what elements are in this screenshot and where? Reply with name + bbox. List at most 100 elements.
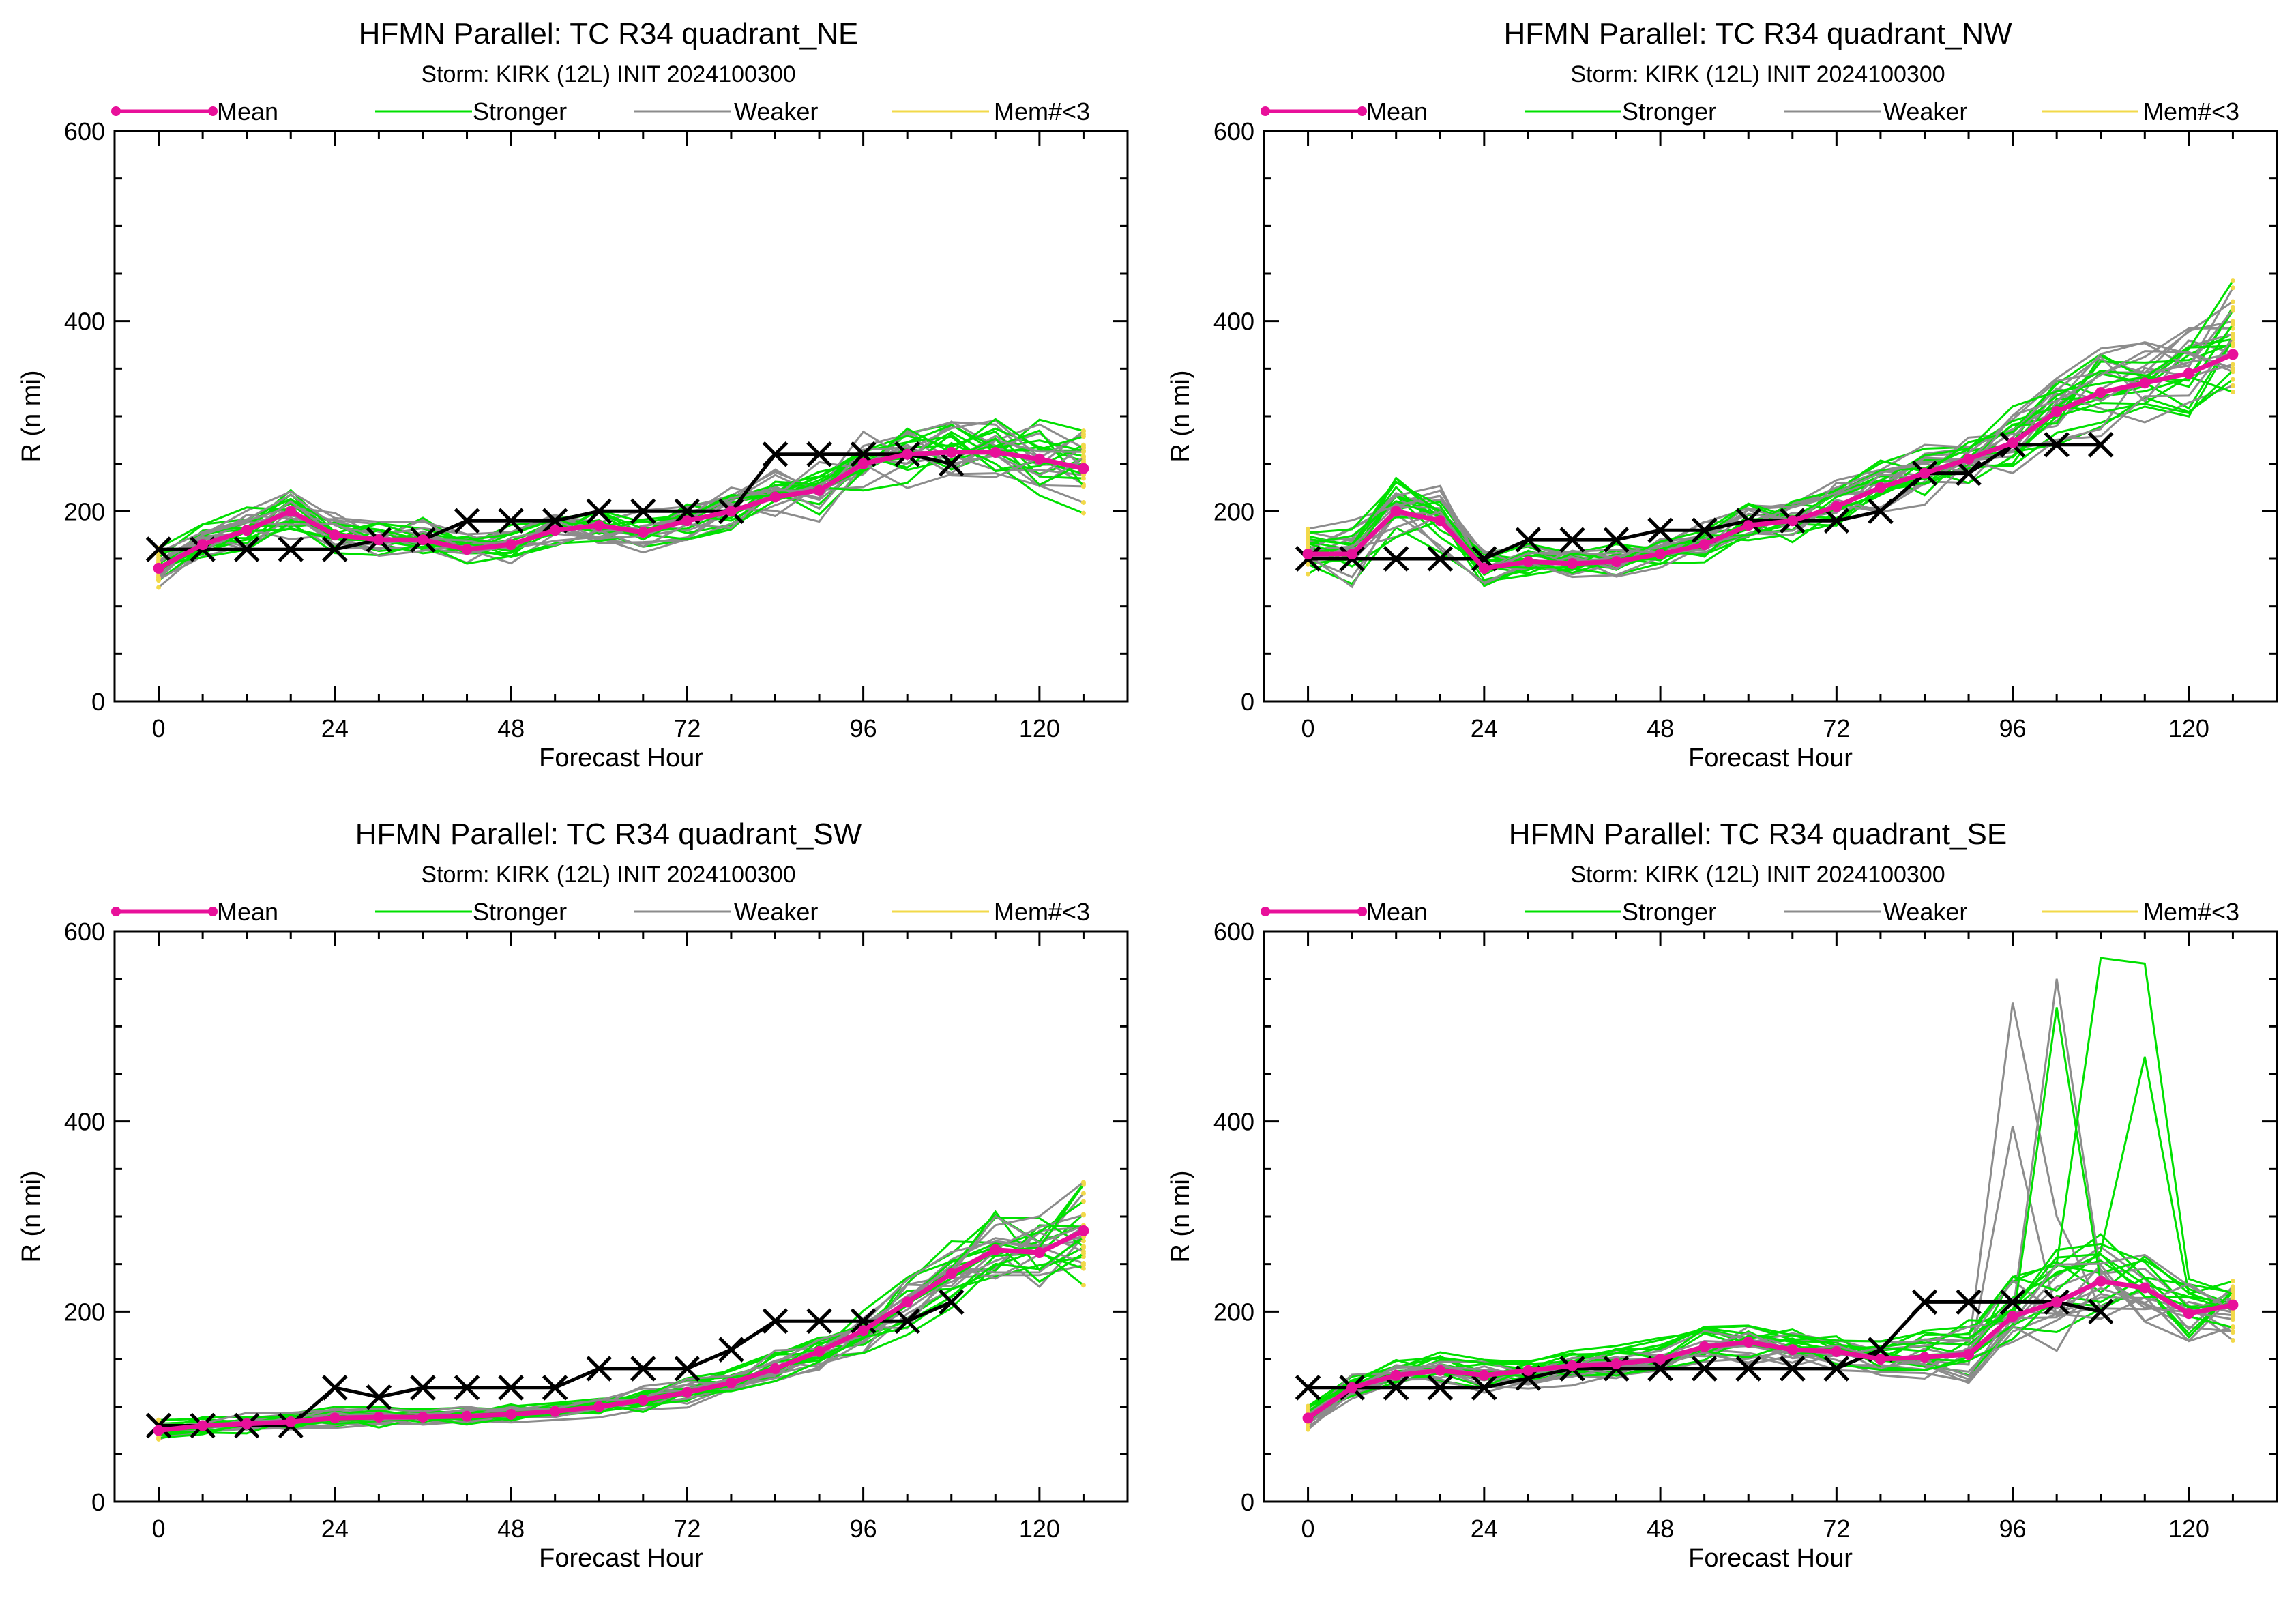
- mean-point: [2139, 1282, 2151, 1294]
- legend-label-mean: Mean: [1366, 98, 1428, 126]
- legend: Mean Stronger Weaker Mem#<3: [1261, 98, 2239, 126]
- x-tick-label: 96: [1999, 1515, 2027, 1543]
- y-tick-label: 0: [1241, 688, 1254, 716]
- y-tick-label: 400: [64, 1108, 105, 1136]
- x-tick-label: 96: [1999, 714, 2027, 742]
- legend-label-mean: Mean: [217, 898, 278, 926]
- observed-marker: [762, 441, 789, 467]
- panel-subtitle: Storm: KIRK (12L) INIT 2024100300: [1570, 862, 1945, 888]
- panel-title: HFMN Parallel: TC R34 quadrant_NE: [359, 17, 859, 50]
- mean-point: [2051, 1296, 2063, 1308]
- y-tick-label: 600: [64, 918, 105, 946]
- member-startpoint-dot: [1306, 536, 1311, 542]
- ensemble-line-stronger: [1308, 323, 2234, 569]
- mean-point: [1346, 549, 1358, 560]
- member-endpoint-dot: [2230, 366, 2235, 371]
- legend-label-stronger: Stronger: [473, 898, 567, 926]
- mean-point: [549, 525, 561, 536]
- ensemble-line-weaker: [1307, 338, 2234, 589]
- observed-marker: [1956, 460, 1982, 486]
- x-tick-label: 96: [850, 714, 877, 742]
- mean-point: [153, 1425, 164, 1436]
- ensemble-line-weaker: [158, 1235, 1084, 1427]
- mean-point: [1698, 539, 1710, 551]
- plot-frame: [1263, 930, 2278, 1503]
- ensemble-line-stronger: [1307, 1259, 2233, 1412]
- observed-marker: [1427, 546, 1454, 572]
- panel-subtitle: Storm: KIRK (12L) INIT 2024100300: [1570, 61, 1945, 87]
- panel-title: HFMN Parallel: TC R34 quadrant_NW: [1504, 17, 2012, 50]
- mean-point: [1786, 1344, 1798, 1356]
- plot-content: [145, 1180, 1089, 1442]
- ensemble-line-stronger: [1307, 378, 2234, 587]
- mean-point: [1302, 1412, 1314, 1424]
- mean-point: [2051, 406, 2063, 418]
- mean-point: [1434, 515, 1446, 527]
- legend-label-weaker: Weaker: [1883, 898, 1967, 926]
- y-axis-label: R (n mi): [1166, 1170, 1195, 1262]
- legend: Mean Stronger Weaker Mem#<3: [111, 98, 1090, 126]
- plot-content: [145, 418, 1089, 590]
- observed-marker: [1735, 1356, 1761, 1382]
- member-startpoint-dot: [156, 585, 162, 590]
- observed-marker: [674, 1356, 701, 1382]
- member-endpoint-dot: [1080, 1251, 1086, 1256]
- observed-marker: [278, 536, 304, 562]
- member-startpoint-dot: [1306, 571, 1311, 577]
- mean-point: [329, 1412, 340, 1424]
- observed-marker: [1999, 1289, 2026, 1315]
- x-tick-label: 48: [497, 714, 525, 742]
- y-tick-label: 0: [91, 1488, 105, 1516]
- mean-point: [945, 446, 957, 458]
- y-axis-label: R (n mi): [17, 370, 46, 462]
- member-startpoint-dot: [1306, 526, 1311, 531]
- x-tick-label: 120: [2168, 1515, 2209, 1543]
- mean-point: [1786, 515, 1798, 527]
- y-tick-label: 400: [1213, 1108, 1254, 1136]
- mean-point: [2139, 377, 2151, 389]
- mean-point: [902, 1296, 913, 1308]
- mean-point: [593, 520, 605, 531]
- mean-point: [769, 1363, 781, 1374]
- legend: Mean Stronger Weaker Mem#<3: [111, 898, 1090, 926]
- member-endpoint-dot: [1080, 444, 1086, 450]
- mean-point: [197, 1420, 209, 1431]
- observed-marker: [1647, 517, 1673, 543]
- mean-point: [461, 544, 473, 555]
- observed-marker: [586, 1356, 612, 1382]
- y-tick-label: 200: [64, 1298, 105, 1326]
- observed-marker: [498, 1375, 524, 1401]
- ensemble-line-stronger: [1307, 1259, 2233, 1408]
- legend-label-few-members: Mem#<3: [994, 898, 1090, 926]
- member-endpoint-dot: [1080, 434, 1086, 439]
- mean-point: [1698, 1341, 1710, 1352]
- mean-point: [1390, 1369, 1402, 1381]
- x-axis-label: Forecast Hour: [539, 1544, 703, 1573]
- member-endpoint-dot: [1080, 510, 1086, 516]
- mean-point: [2227, 1299, 2239, 1311]
- observed-marker: [2087, 432, 2114, 458]
- mean-point: [814, 484, 825, 496]
- member-startpoint-dot: [1306, 1427, 1311, 1432]
- plot-frame: [113, 130, 1129, 703]
- x-tick-label: 24: [321, 714, 349, 742]
- observed-marker: [938, 1289, 965, 1315]
- x-tick-label: 0: [1301, 714, 1315, 742]
- mean-point: [945, 1268, 957, 1279]
- x-tick-label: 72: [1823, 714, 1850, 742]
- mean-line: [1306, 1279, 2234, 1421]
- observed-marker: [366, 1384, 392, 1410]
- mean-point: [329, 529, 340, 541]
- observed-marker: [454, 1375, 480, 1401]
- member-endpoint-dot: [1080, 454, 1086, 460]
- mean-point: [1919, 467, 1930, 479]
- legend-label-few-members: Mem#<3: [994, 98, 1090, 126]
- x-tick-label: 48: [497, 1515, 525, 1543]
- mean-point: [637, 526, 649, 538]
- legend-label-few-members: Mem#<3: [2143, 898, 2239, 926]
- member-endpoint-dot: [2230, 321, 2235, 327]
- mean-point: [1478, 562, 1490, 574]
- mean-point: [1078, 463, 1089, 474]
- mean-point: [1874, 1354, 1886, 1365]
- mean-point: [549, 1406, 561, 1417]
